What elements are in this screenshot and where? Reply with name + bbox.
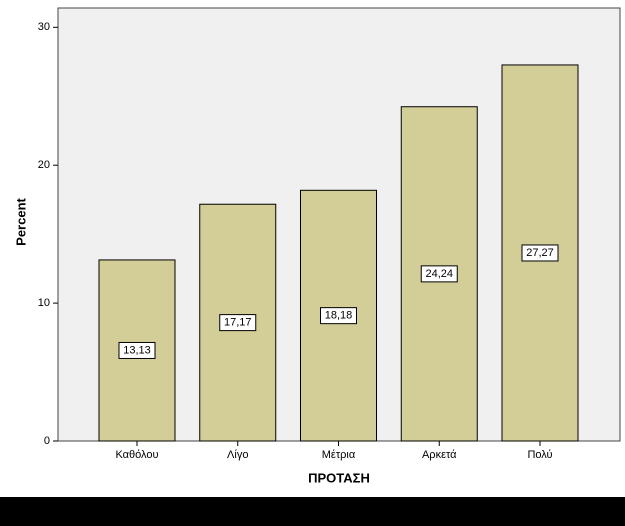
footer-band xyxy=(0,497,625,526)
value-label: 18,18 xyxy=(325,310,353,322)
value-label: 17,17 xyxy=(224,317,252,329)
value-label-box xyxy=(521,244,559,262)
x-tick-label: Λίγο xyxy=(227,449,248,461)
value-label: 27,27 xyxy=(526,247,554,259)
y-axis-title: Percent xyxy=(13,197,28,245)
value-label-box xyxy=(320,307,357,325)
y-tick-label: 20 xyxy=(38,159,50,171)
x-tick-label: Καθόλου xyxy=(115,449,158,461)
x-axis-title: ΠΡΟΤΑΣΗ xyxy=(308,470,370,485)
y-tick-label: 30 xyxy=(38,21,50,33)
value-label: 24,24 xyxy=(425,268,453,280)
x-tick-label: Αρκετά xyxy=(422,449,457,461)
x-tick-label: Μέτρια xyxy=(322,449,356,461)
value-label-box xyxy=(118,341,156,359)
value-label: 13,13 xyxy=(123,344,151,356)
x-tick-label: Πολύ xyxy=(527,449,552,461)
value-label-box xyxy=(219,314,257,332)
bar xyxy=(501,64,579,442)
y-tick-label: 10 xyxy=(38,297,50,309)
y-tick-label: 0 xyxy=(44,435,50,447)
value-label-box xyxy=(420,265,458,283)
